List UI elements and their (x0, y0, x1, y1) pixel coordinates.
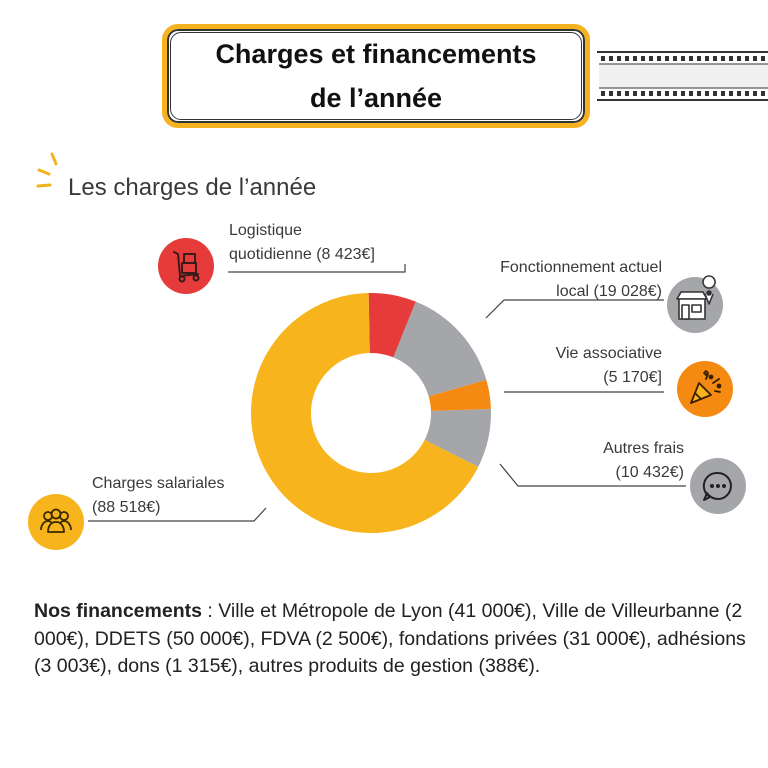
donut-slice-vie (428, 379, 491, 412)
label-fonctionnement: Fonctionnement actuel local (19 028€) (500, 259, 662, 300)
title-banner: Charges et financements de l’année (162, 24, 590, 128)
donut-slice-autres (424, 409, 491, 467)
donut-slice-salaires (251, 293, 479, 533)
label-autres-frais: Autres frais (10 432€) (603, 440, 684, 481)
hand-truck-icon (158, 238, 214, 294)
label-logistique: Logistique quotidienne (8 423€] (229, 222, 375, 263)
donut-slice-fonctionnement (393, 301, 487, 397)
financing-paragraph: Nos financements : Ville et Métropole de… (34, 598, 754, 681)
storefront-location-icon (667, 275, 723, 333)
donut-slice-logistique (368, 293, 416, 358)
label-charges-salariales: Charges salariales (88 518€) (92, 475, 225, 516)
people-group-icon (28, 494, 84, 550)
section-title: Les charges de l’année (68, 174, 317, 201)
sparkle-icon (36, 152, 58, 188)
page-title-line2: de l’année (309, 83, 443, 113)
film-strip-decoration (597, 50, 768, 102)
financing-heading: Nos financements (34, 600, 202, 622)
charges-donut-chart (251, 293, 491, 533)
financing-text: : Ville et Métropole de Lyon (41 000€), … (34, 600, 746, 677)
party-popper-icon (677, 361, 733, 417)
more-dots-icon (690, 458, 746, 514)
page-title-line1: Charges et financements (215, 39, 537, 69)
label-vie-associative: Vie associative (5 170€] (555, 345, 662, 386)
